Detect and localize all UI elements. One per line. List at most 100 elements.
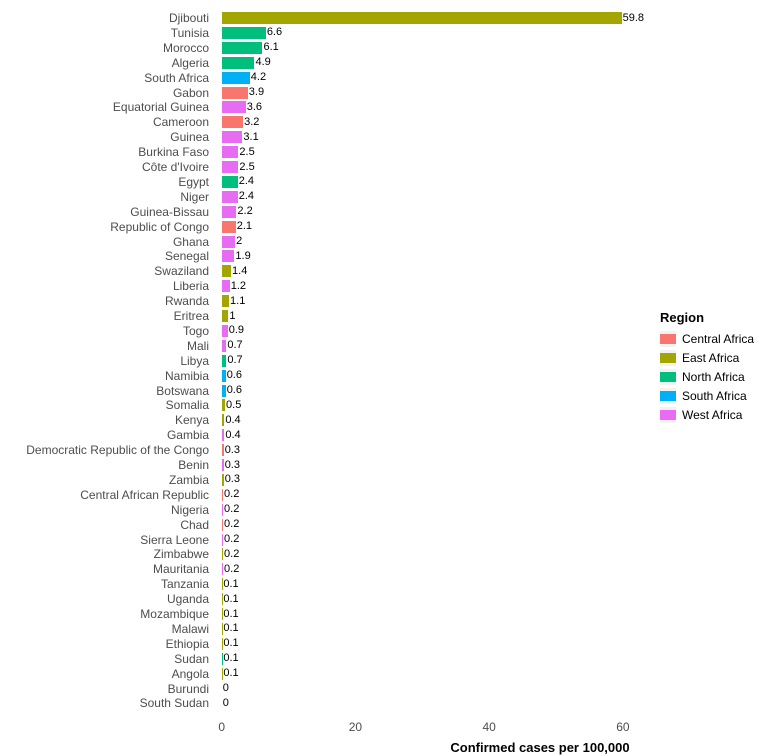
value-label: 2.4 xyxy=(239,191,254,202)
plot-area: 0204060Djibouti59.8Tunisia6.6Morocco6.1A… xyxy=(215,8,643,714)
value-label: 1.4 xyxy=(232,266,247,277)
bar xyxy=(222,131,243,143)
y-tick-label: Gambia xyxy=(167,429,215,441)
bar xyxy=(222,653,223,665)
value-label: 59.8 xyxy=(623,13,644,24)
y-tick-label: Tunisia xyxy=(171,27,215,39)
bar xyxy=(222,12,622,24)
y-tick-label: Senegal xyxy=(165,250,215,262)
bar xyxy=(222,87,248,99)
value-label: 2.5 xyxy=(239,147,254,158)
bar xyxy=(222,444,224,456)
y-tick-label: South Africa xyxy=(144,72,215,84)
bar xyxy=(222,265,231,277)
value-label: 0.1 xyxy=(223,653,238,664)
value-label: 0.1 xyxy=(223,579,238,590)
bar xyxy=(222,280,230,292)
legend-label: North Africa xyxy=(682,370,745,384)
bar xyxy=(222,474,224,486)
legend-label: West Africa xyxy=(682,408,742,422)
legend-item: West Africa xyxy=(660,407,754,423)
bar xyxy=(222,27,266,39)
value-label: 2.5 xyxy=(239,162,254,173)
value-label: 0.2 xyxy=(224,504,239,515)
value-label: 0.7 xyxy=(227,340,242,351)
y-tick-label: Burkina Faso xyxy=(138,146,215,158)
legend-label: South Africa xyxy=(682,389,747,403)
value-label: 0.2 xyxy=(224,534,239,545)
bar xyxy=(222,72,250,84)
bar xyxy=(222,593,223,605)
value-label: 0.2 xyxy=(224,519,239,530)
value-label: 0.1 xyxy=(223,594,238,605)
legend-item: South Africa xyxy=(660,388,754,404)
value-label: 2.4 xyxy=(239,176,254,187)
value-label: 0 xyxy=(223,698,229,709)
bar xyxy=(222,176,238,188)
value-label: 0.2 xyxy=(224,549,239,560)
bar xyxy=(222,563,223,575)
bar xyxy=(222,385,226,397)
value-label: 3.2 xyxy=(244,117,259,128)
value-label: 1 xyxy=(229,311,235,322)
y-tick-label: Botswana xyxy=(156,385,215,397)
y-tick-label: Sierra Leone xyxy=(140,534,215,546)
chart-canvas: 0204060Djibouti59.8Tunisia6.6Morocco6.1A… xyxy=(0,0,765,756)
bar xyxy=(222,325,228,337)
bar xyxy=(222,340,227,352)
y-tick-label: Angola xyxy=(172,668,215,680)
bar xyxy=(222,355,227,367)
value-label: 0.6 xyxy=(227,385,242,396)
legend-label: East Africa xyxy=(682,351,739,365)
y-tick-label: Rwanda xyxy=(165,295,215,307)
bar xyxy=(222,504,223,516)
bar xyxy=(222,370,226,382)
gridline xyxy=(355,8,356,714)
value-label: 0.1 xyxy=(223,668,238,679)
bar xyxy=(222,623,223,635)
y-tick-label: Libya xyxy=(180,355,215,367)
y-tick-label: Eritrea xyxy=(174,310,215,322)
value-label: 0.3 xyxy=(225,460,240,471)
bar xyxy=(222,459,224,471)
y-tick-label: Chad xyxy=(180,519,215,531)
y-tick-label: Niger xyxy=(180,191,215,203)
x-axis-title: Confirmed cases per 100,000 xyxy=(450,740,629,755)
y-tick-label: Sudan xyxy=(174,653,215,665)
bar xyxy=(222,161,239,173)
value-label: 3.1 xyxy=(243,132,258,143)
value-label: 0.4 xyxy=(225,415,240,426)
legend-title: Region xyxy=(660,310,754,325)
y-tick-label: Egypt xyxy=(178,176,215,188)
y-tick-label: Guinea xyxy=(170,131,215,143)
bar xyxy=(222,548,223,560)
y-tick-label: Nigeria xyxy=(171,504,215,516)
bar xyxy=(222,608,223,620)
bar xyxy=(222,310,229,322)
value-label: 0 xyxy=(223,683,229,694)
x-tick-label: 0 xyxy=(218,720,225,734)
bar xyxy=(222,250,235,262)
value-label: 0.1 xyxy=(223,623,238,634)
value-label: 2.2 xyxy=(237,206,252,217)
bar xyxy=(222,534,223,546)
y-tick-label: Zambia xyxy=(169,474,215,486)
value-label: 6.6 xyxy=(267,27,282,38)
value-label: 0.4 xyxy=(225,430,240,441)
value-label: 1.1 xyxy=(230,296,245,307)
y-tick-label: Democratic Republic of the Congo xyxy=(26,444,215,456)
value-label: 4.9 xyxy=(255,57,270,68)
y-tick-label: Burundi xyxy=(168,683,215,695)
y-tick-label: Benin xyxy=(178,459,215,471)
y-tick-label: Ghana xyxy=(173,236,215,248)
y-tick-label: Central African Republic xyxy=(80,489,215,501)
legend-item: Central Africa xyxy=(660,331,754,347)
value-label: 1.2 xyxy=(231,281,246,292)
bar xyxy=(222,236,235,248)
y-tick-label: Ethiopia xyxy=(166,638,215,650)
y-tick-label: Côte d'Ivoire xyxy=(142,161,215,173)
legend-key xyxy=(660,369,676,385)
value-label: 3.6 xyxy=(247,102,262,113)
bar xyxy=(222,221,236,233)
bar xyxy=(222,206,237,218)
